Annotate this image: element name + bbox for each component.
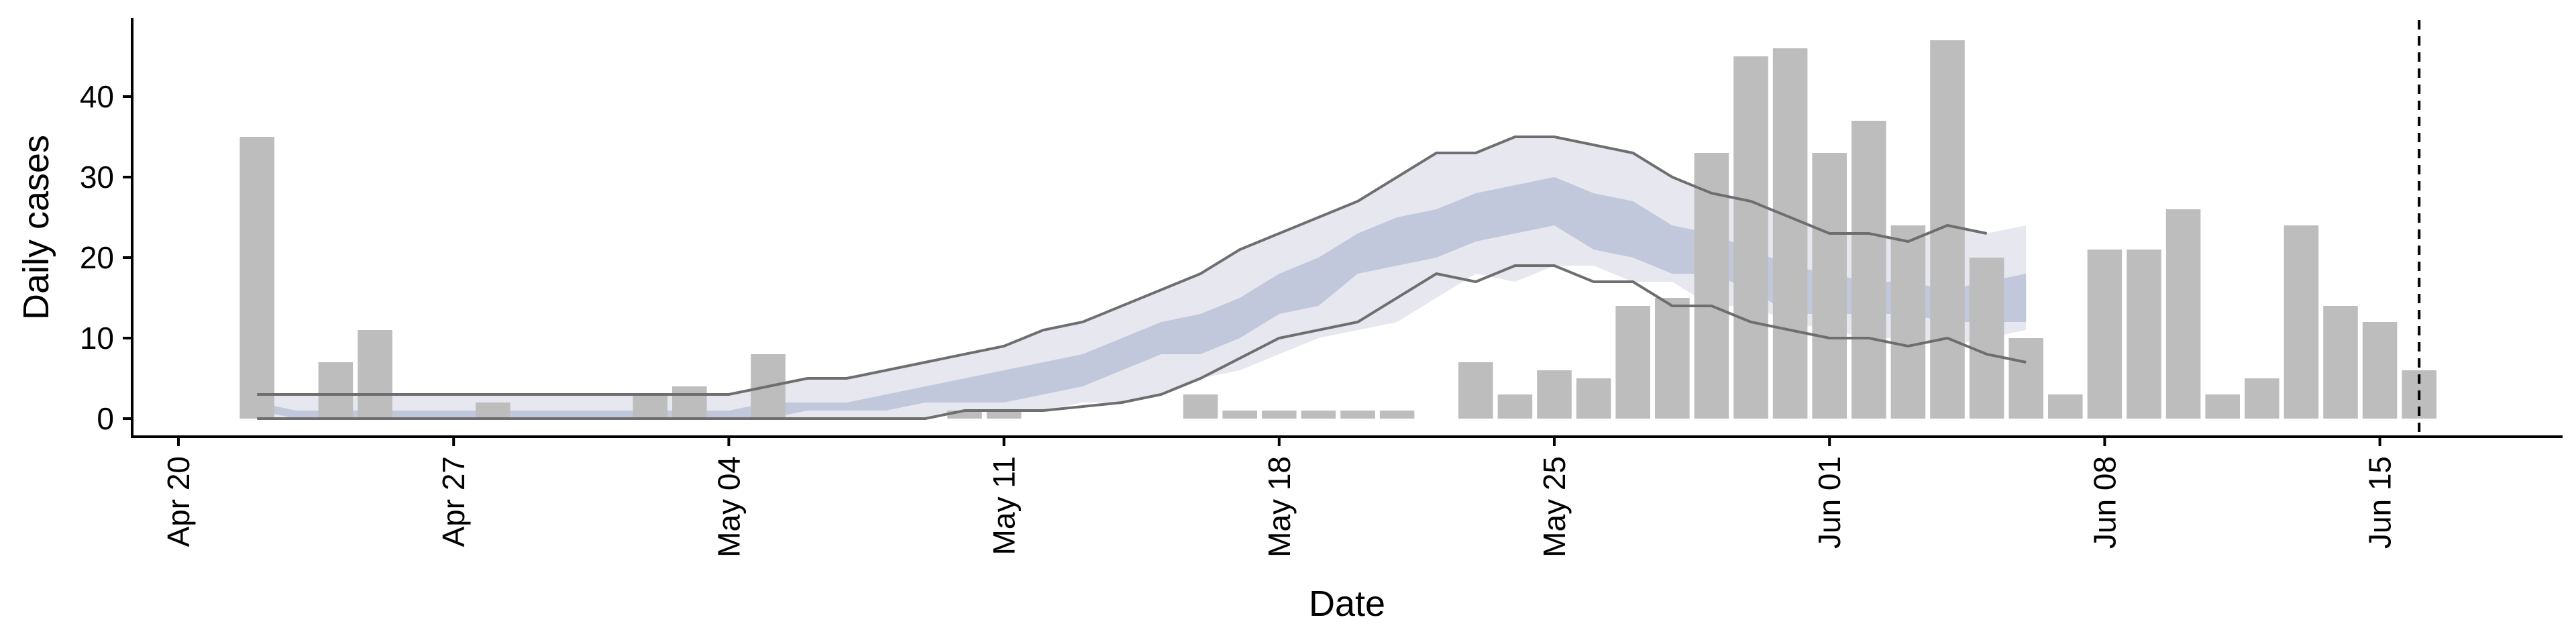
bar xyxy=(1222,411,1257,419)
band-inner-layer xyxy=(257,177,2027,419)
bar xyxy=(1655,298,1690,419)
y-tick-label: 0 xyxy=(97,401,114,436)
bar xyxy=(986,411,1022,419)
x-axis-title: Date xyxy=(1309,584,1385,624)
x-ticks: Apr 20 Apr 27 May 04 May 11 May 18 May 25 Jun … xyxy=(161,437,2398,557)
y-ticks: 0 10 20 30 40 xyxy=(80,79,132,436)
bar xyxy=(358,330,392,419)
x-tick-label: May 04 xyxy=(711,456,746,557)
bar xyxy=(2165,209,2201,419)
bar xyxy=(633,394,667,419)
x-tick-label: May 18 xyxy=(1262,456,1297,557)
bar xyxy=(672,386,707,419)
bar xyxy=(239,137,274,419)
x-tick-label: Jun 08 xyxy=(2087,456,2122,549)
bar xyxy=(2245,378,2279,419)
y-tick-label: 40 xyxy=(80,79,114,114)
bar xyxy=(1733,56,1768,419)
bar xyxy=(1262,411,1297,419)
y-tick-label: 30 xyxy=(80,160,114,195)
bar xyxy=(1615,306,1650,419)
bars-layer xyxy=(239,40,2436,419)
bar xyxy=(1851,121,1886,419)
bar xyxy=(476,402,511,419)
band-lines-layer xyxy=(257,136,2027,420)
y-axis-title: Daily cases xyxy=(16,135,56,320)
bar xyxy=(1183,394,1218,419)
band-line-lower xyxy=(257,264,2027,420)
bar xyxy=(2087,250,2123,419)
x-tick-label: Jun 15 xyxy=(2363,456,2398,549)
bar xyxy=(1340,411,1375,419)
band-line-upper xyxy=(257,136,1988,396)
bar xyxy=(2362,322,2398,419)
bar xyxy=(1890,225,1926,419)
bar xyxy=(1969,258,2004,419)
y-tick-label: 10 xyxy=(80,321,114,356)
bar xyxy=(2284,225,2319,419)
bar xyxy=(1772,48,1808,419)
bar xyxy=(2205,394,2240,419)
bar xyxy=(1537,370,1572,419)
bar xyxy=(318,362,354,419)
bar xyxy=(1379,411,1415,419)
x-tick-label: Jun 01 xyxy=(1812,456,1847,549)
bar xyxy=(2048,394,2083,419)
x-tick-label: May 11 xyxy=(987,456,1022,555)
y-tick-label: 20 xyxy=(80,240,114,275)
x-tick-label: Apr 27 xyxy=(436,456,471,547)
bar xyxy=(1812,153,1847,419)
band-inner xyxy=(257,177,2027,419)
x-tick-label: Apr 20 xyxy=(161,456,196,547)
bar xyxy=(1497,394,1533,419)
bar xyxy=(2127,250,2161,419)
bar xyxy=(1576,378,1611,419)
bar xyxy=(2008,338,2043,419)
bar xyxy=(2323,306,2358,419)
x-tick-label: May 25 xyxy=(1537,456,1572,557)
bar xyxy=(1458,362,1493,419)
bar xyxy=(1301,411,1336,419)
bar xyxy=(1694,153,1729,419)
